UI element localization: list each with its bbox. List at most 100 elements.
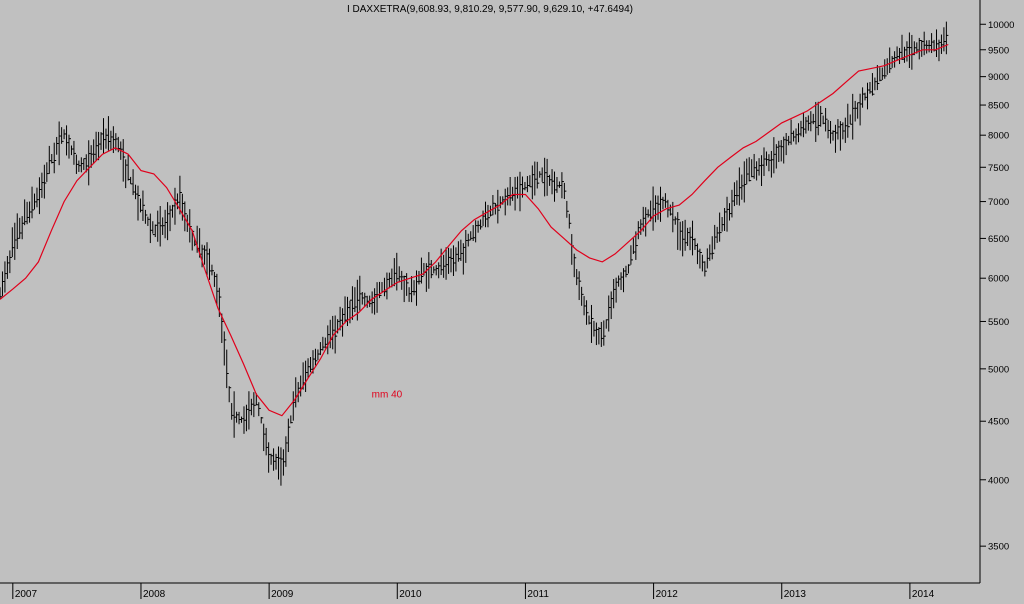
price-bar — [726, 196, 730, 232]
price-bar — [659, 186, 663, 222]
price-bar — [292, 391, 296, 421]
price-bar — [706, 248, 710, 269]
price-bar — [226, 349, 229, 389]
price-bar — [157, 210, 160, 242]
y-tick-label: 3500 — [988, 542, 1009, 553]
price-bar — [310, 356, 313, 373]
x-tick-label: 2010 — [399, 589, 422, 599]
price-bar — [741, 174, 744, 200]
y-tick-label: 6500 — [988, 234, 1009, 245]
price-bar — [849, 114, 853, 125]
price-bar — [435, 265, 439, 276]
price-bar — [374, 288, 377, 315]
price-bar — [724, 207, 727, 231]
price-bar — [554, 171, 557, 202]
price-bar — [396, 252, 399, 291]
price-bar — [775, 144, 779, 169]
price-bar — [884, 59, 887, 79]
price-bar — [682, 221, 685, 257]
price-bar — [618, 275, 621, 287]
price-bar — [349, 299, 352, 324]
y-tick-label: 7500 — [988, 163, 1009, 174]
price-bar — [144, 209, 148, 224]
price-bar — [531, 165, 535, 200]
x-tick-label: 2009 — [271, 589, 294, 599]
price-bar — [492, 195, 495, 216]
price-bar — [857, 102, 860, 119]
price-bar — [243, 406, 246, 434]
price-bar — [605, 319, 609, 329]
price-bar — [457, 241, 461, 262]
x-tick-label: 2007 — [15, 589, 38, 599]
y-tick-label: 9000 — [988, 72, 1009, 83]
price-bar — [275, 453, 279, 470]
price-bar — [147, 216, 150, 226]
price-bar — [748, 157, 752, 182]
price-bar — [810, 111, 813, 132]
price-bar — [359, 275, 362, 311]
price-bar — [273, 448, 276, 471]
price-bar — [677, 212, 680, 250]
price-bar — [652, 186, 656, 231]
price-bar — [174, 187, 177, 225]
price-bar — [265, 427, 269, 456]
price-bar — [709, 244, 712, 261]
price-bar — [507, 187, 510, 206]
price-bar — [75, 154, 79, 174]
price-bar — [470, 231, 473, 241]
price-bar — [11, 227, 15, 258]
price-bar — [758, 158, 762, 176]
price-bar — [940, 34, 944, 54]
price-bar — [61, 127, 64, 144]
price-bar — [211, 264, 214, 276]
price-bar — [544, 157, 547, 197]
price-bar — [290, 415, 293, 424]
price-bar — [788, 135, 791, 146]
price-bar — [926, 40, 929, 54]
price-bar — [674, 216, 678, 225]
price-bar — [19, 217, 22, 239]
price-bar — [837, 119, 840, 140]
price-bar — [847, 103, 850, 138]
price-bar — [635, 231, 638, 260]
price-bar — [632, 238, 636, 255]
price-bar — [753, 153, 757, 179]
price-bar — [830, 120, 833, 144]
price-bar — [105, 128, 108, 149]
price-bar — [277, 446, 281, 480]
price-bar — [319, 342, 323, 356]
price-bar — [172, 204, 175, 218]
price-bar — [139, 198, 143, 213]
price-bar — [223, 331, 227, 366]
price-bar — [383, 277, 387, 297]
price-bar — [245, 404, 249, 432]
y-tick-label: 8500 — [988, 101, 1009, 112]
price-bar — [208, 248, 212, 280]
price-bar — [366, 295, 370, 308]
price-bar — [881, 67, 885, 81]
price-bar — [889, 47, 892, 73]
price-bar — [107, 116, 111, 151]
price-bar — [526, 176, 530, 193]
price-bar — [731, 189, 734, 218]
price-bar — [657, 195, 661, 220]
price-bar — [248, 391, 251, 430]
price-bar — [852, 93, 855, 140]
price-bar — [342, 308, 345, 337]
price-bar — [637, 221, 641, 240]
price-bar — [241, 416, 244, 423]
price-bar — [314, 348, 318, 366]
price-bar — [581, 286, 584, 306]
price-bar — [839, 121, 843, 151]
price-bar — [135, 184, 138, 200]
price-bar — [785, 133, 789, 156]
price-bar — [763, 147, 766, 176]
price-bar — [411, 276, 414, 303]
price-bar — [504, 188, 508, 216]
price-bar — [344, 296, 348, 324]
price-bar — [894, 51, 897, 68]
price-bar — [297, 382, 301, 403]
price-bar — [536, 161, 540, 189]
price-bar — [623, 268, 626, 293]
price-bar — [827, 119, 831, 139]
